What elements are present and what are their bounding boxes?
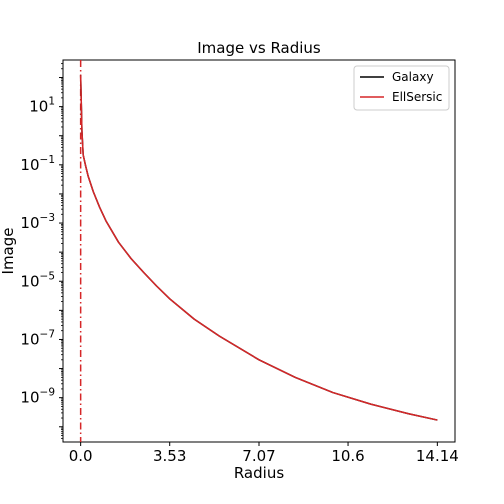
y-tick-label: 10−5 <box>20 270 55 290</box>
legend: Galaxy EllSersic <box>353 65 450 111</box>
y-tick-label: 10−3 <box>20 212 55 232</box>
x-axis-ticks: 0.0 3.53 7.07 10.6 14.14 <box>69 442 459 465</box>
y-tick-label: 101 <box>29 96 55 116</box>
x-tick-label: 14.14 <box>416 447 459 465</box>
series-layer <box>79 75 438 421</box>
series-line-ellsersic <box>79 75 438 421</box>
y-axis-label: Image <box>0 228 17 275</box>
y-tick-label: 10−1 <box>20 154 55 174</box>
x-tick-label: 0.0 <box>69 447 93 465</box>
y-axis-ticks: 101 10−1 10−3 10−5 10−7 10−9 <box>20 63 63 439</box>
y-tick-label: 10−9 <box>20 387 55 407</box>
x-axis-label: Radius <box>234 464 284 482</box>
chart-title: Image vs Radius <box>197 39 321 57</box>
x-tick-label: 7.07 <box>242 447 275 465</box>
y-tick-label: 10−7 <box>20 328 55 348</box>
legend-label-galaxy: Galaxy <box>392 70 434 84</box>
x-tick-label: 3.53 <box>153 447 186 465</box>
x-tick-label: 10.6 <box>331 447 364 465</box>
legend-label-ellsersic: EllSersic <box>392 90 442 104</box>
